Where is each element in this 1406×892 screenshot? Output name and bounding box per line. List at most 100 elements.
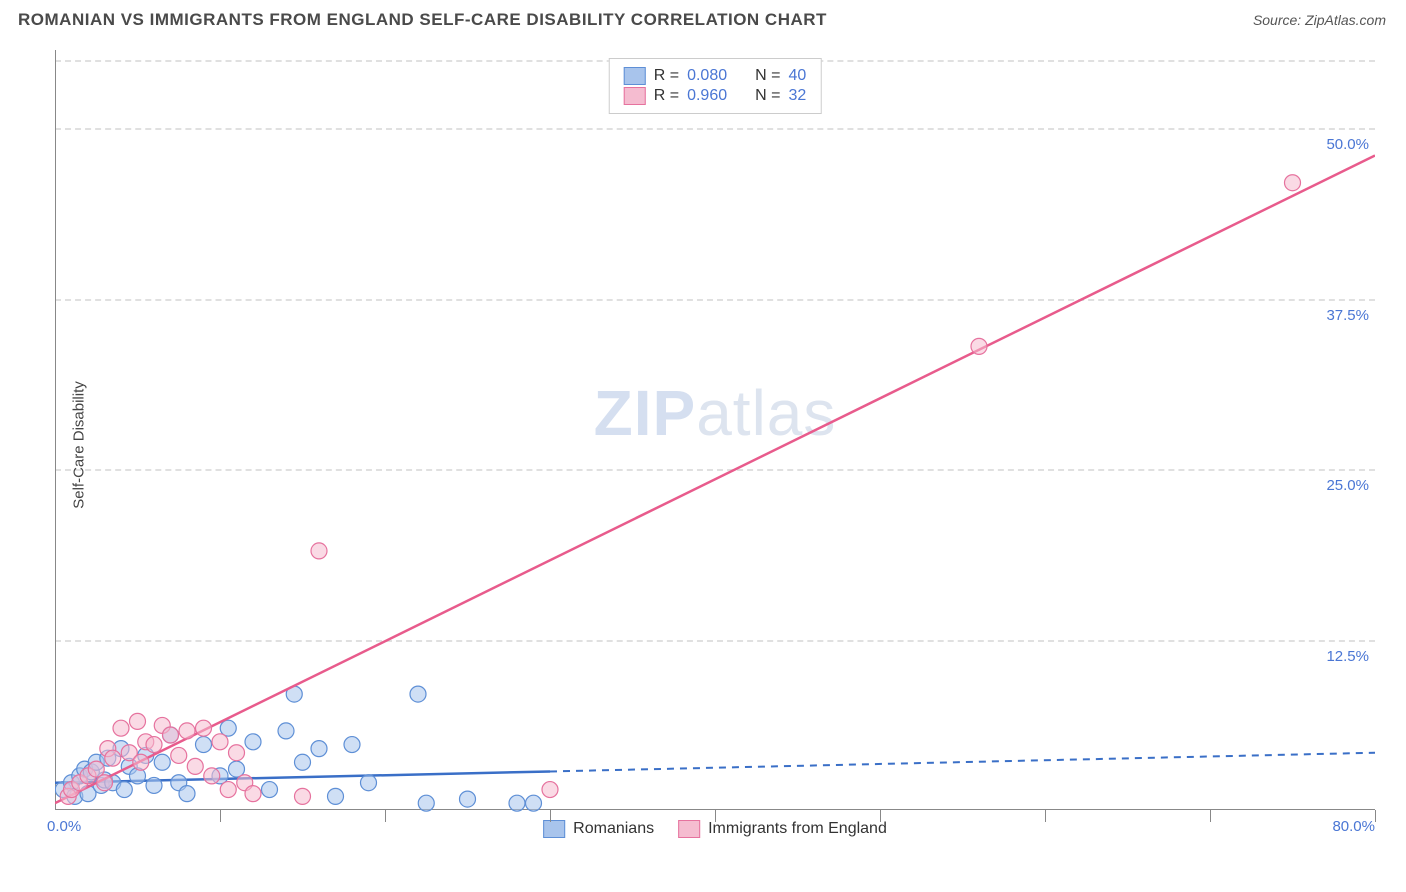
data-point <box>220 782 236 798</box>
data-point <box>196 737 212 753</box>
x-tick <box>1045 810 1046 822</box>
data-point <box>113 741 129 757</box>
data-point <box>130 768 146 784</box>
data-point <box>67 788 83 804</box>
data-point <box>344 737 360 753</box>
x-tick <box>880 810 881 822</box>
data-point <box>187 758 203 774</box>
data-point <box>295 754 311 770</box>
legend-swatch <box>624 67 646 85</box>
data-point <box>179 786 195 802</box>
data-point <box>311 543 327 559</box>
legend-swatch <box>543 820 565 838</box>
trend-line <box>55 155 1375 803</box>
origin-tick-label: 0.0% <box>47 818 81 835</box>
watermark-bold: ZIP <box>594 377 697 449</box>
data-point <box>88 761 104 777</box>
data-point <box>146 777 162 793</box>
watermark-light: atlas <box>696 377 836 449</box>
data-point <box>237 775 253 791</box>
legend-item: Immigrants from England <box>678 820 887 838</box>
r-value: 0.080 <box>687 67 727 85</box>
r-label: R = <box>654 87 679 105</box>
data-point <box>93 777 109 793</box>
source-attribution: Source: ZipAtlas.com <box>1253 12 1386 28</box>
data-point <box>133 754 149 770</box>
data-point <box>64 775 80 791</box>
r-value: 0.960 <box>687 87 727 105</box>
data-point <box>171 775 187 791</box>
data-point <box>100 741 116 757</box>
data-point <box>138 747 154 763</box>
n-label: N = <box>755 67 780 85</box>
data-point <box>83 764 99 780</box>
chart-area: Self-Care Disability ZIPatlas 0.0% 80.0%… <box>55 50 1375 840</box>
trend-line-extrapolated <box>550 753 1375 772</box>
legend-swatch <box>678 820 700 838</box>
data-point <box>229 745 245 761</box>
data-point <box>72 768 88 784</box>
chart-title: ROMANIAN VS IMMIGRANTS FROM ENGLAND SELF… <box>18 10 827 30</box>
data-point <box>72 775 88 791</box>
data-point <box>97 772 113 788</box>
scatter-plot-svg <box>55 50 1375 840</box>
data-point <box>105 775 121 791</box>
data-point <box>55 782 71 798</box>
data-point <box>971 338 987 354</box>
data-point <box>154 754 170 770</box>
x-tick <box>385 810 386 822</box>
data-point <box>100 750 116 766</box>
data-point <box>245 734 261 750</box>
data-point <box>460 791 476 807</box>
data-point <box>1285 175 1301 191</box>
gridline <box>55 640 1375 642</box>
trend-line <box>55 771 550 782</box>
legend-label: Romanians <box>573 820 654 838</box>
legend-item: Romanians <box>543 820 654 838</box>
correlation-legend: R = 0.080 N = 40 R = 0.960 N = 32 <box>609 58 822 114</box>
data-point <box>286 686 302 702</box>
data-point <box>328 788 344 804</box>
data-point <box>278 723 294 739</box>
data-point <box>77 761 93 777</box>
n-label: N = <box>755 87 780 105</box>
n-value: 40 <box>788 67 806 85</box>
gridline <box>55 469 1375 471</box>
data-point <box>80 786 96 802</box>
n-value: 32 <box>788 87 806 105</box>
legend-swatch <box>624 87 646 105</box>
data-point <box>171 747 187 763</box>
r-label: R = <box>654 67 679 85</box>
watermark: ZIPatlas <box>594 376 837 450</box>
gridline <box>55 128 1375 130</box>
y-tick-label: 12.5% <box>1326 648 1369 665</box>
data-point <box>163 727 179 743</box>
data-point <box>245 786 261 802</box>
legend-row: R = 0.960 N = 32 <box>624 87 807 105</box>
x-tick <box>1375 810 1376 822</box>
legend-row: R = 0.080 N = 40 <box>624 67 807 85</box>
x-tick <box>220 810 221 822</box>
data-point <box>179 723 195 739</box>
source-name: ZipAtlas.com <box>1305 12 1386 28</box>
x-max-tick-label: 80.0% <box>1332 818 1375 835</box>
y-tick-label: 37.5% <box>1326 307 1369 324</box>
data-point <box>220 720 236 736</box>
data-point <box>88 754 104 770</box>
series-legend: Romanians Immigrants from England <box>543 820 887 838</box>
data-point <box>60 788 76 804</box>
x-tick <box>550 810 551 822</box>
data-point <box>204 768 220 784</box>
y-tick-label: 50.0% <box>1326 136 1369 153</box>
data-point <box>542 782 558 798</box>
data-point <box>196 720 212 736</box>
data-point <box>311 741 327 757</box>
data-point <box>138 734 154 750</box>
data-point <box>163 727 179 743</box>
data-point <box>121 745 137 761</box>
data-point <box>130 713 146 729</box>
data-point <box>262 782 278 798</box>
data-point <box>113 720 129 736</box>
data-point <box>80 768 96 784</box>
data-point <box>295 788 311 804</box>
